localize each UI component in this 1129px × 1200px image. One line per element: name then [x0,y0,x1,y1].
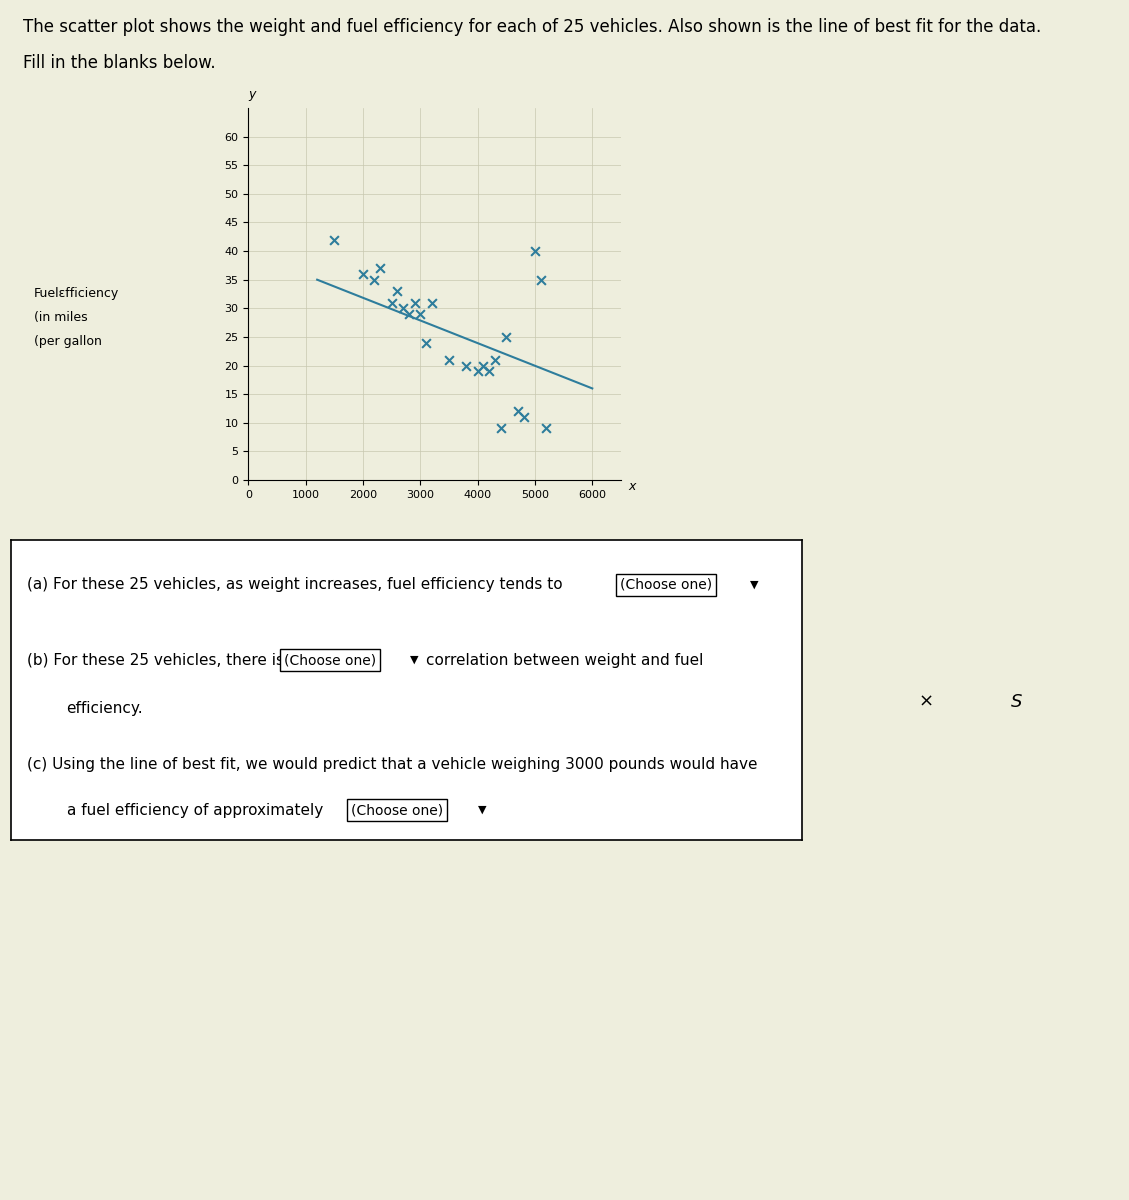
Text: Fill in the blanks below.: Fill in the blanks below. [23,54,216,72]
Point [440,350,458,370]
Point [417,334,435,353]
Point [383,293,401,312]
Point [485,350,504,370]
Text: efficiency.: efficiency. [67,701,143,715]
Text: x: x [629,480,636,493]
Text: (per gallon: (per gallon [34,336,102,348]
Text: (b) For these 25 vehicles, there is: (b) For these 25 vehicles, there is [27,653,285,667]
Text: (a) For these 25 vehicles, as weight increases, fuel efficiency tends to: (a) For these 25 vehicles, as weight inc… [27,577,562,593]
Point [515,408,533,427]
Text: ▼: ▼ [750,580,759,590]
Text: (in miles: (in miles [34,312,87,324]
Point [388,282,406,301]
Text: (Choose one): (Choose one) [351,803,444,817]
Text: Fuelεfficiency: Fuelεfficiency [34,288,120,300]
Text: Weightₙpounds: Weightₙpounds [387,547,482,560]
Point [355,264,373,283]
Point [366,270,384,289]
Point [526,241,544,260]
Text: (c) Using the line of best fit, we would predict that a vehicle weighing 3000 po: (c) Using the line of best fit, we would… [27,757,758,773]
Point [422,293,440,312]
Point [325,230,343,250]
Point [469,361,487,380]
Point [394,299,412,318]
Point [405,293,423,312]
Point [537,419,555,438]
Text: ▼: ▼ [478,805,487,815]
Text: y: y [248,88,256,101]
Point [400,305,418,324]
Text: ▼: ▼ [411,655,419,665]
Point [457,356,475,376]
Point [491,419,509,438]
Point [532,270,550,289]
Point [497,328,515,347]
Point [509,402,527,421]
Text: S: S [1010,692,1022,710]
Text: The scatter plot shows the weight and fuel efficiency for each of 25 vehicles. A: The scatter plot shows the weight and fu… [23,18,1041,36]
Point [371,259,390,278]
Point [480,361,498,380]
Point [474,356,492,376]
Text: a fuel efficiency of approximately: a fuel efficiency of approximately [67,803,323,817]
Text: correlation between weight and fuel: correlation between weight and fuel [427,653,703,667]
Text: (Choose one): (Choose one) [285,653,376,667]
Point [411,305,429,324]
Text: ×: × [918,692,934,710]
Text: (Choose one): (Choose one) [620,578,712,592]
